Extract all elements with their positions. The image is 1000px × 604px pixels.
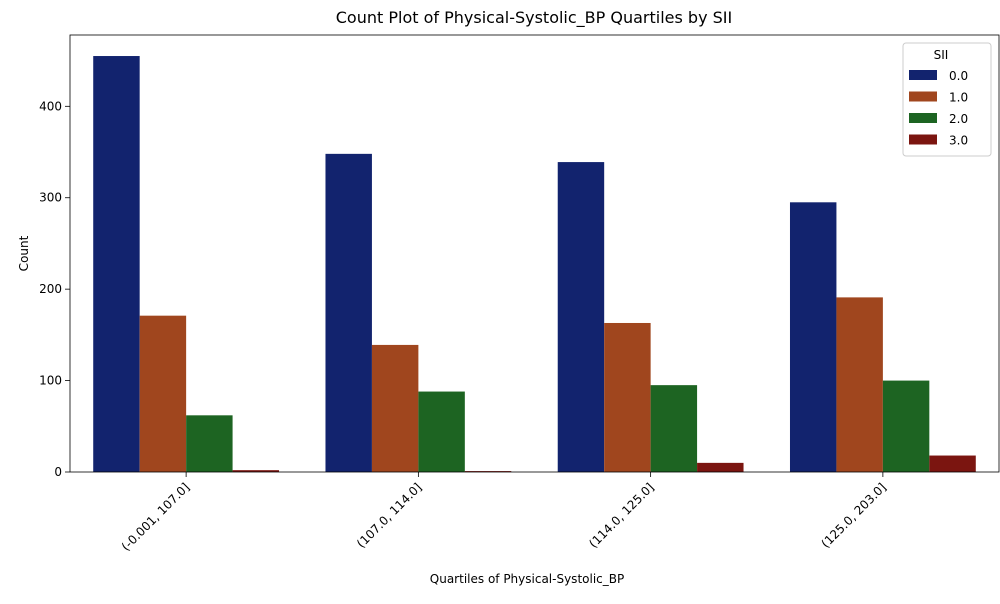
y-tick-label: 100 bbox=[39, 374, 62, 388]
bar-sii-2-0-cat-1 bbox=[418, 391, 465, 472]
y-axis: 0 100 200 300 400 bbox=[39, 99, 70, 479]
bar-sii-0-0-cat-3 bbox=[789, 202, 837, 473]
legend-label-3-0: 3.0 bbox=[949, 134, 968, 148]
legend-swatch-1-0 bbox=[909, 91, 937, 102]
bar-sii-0-0-cat-1 bbox=[325, 153, 372, 472]
legend-swatch-2-0 bbox=[909, 113, 937, 123]
legend-label-1-0: 1.0 bbox=[949, 91, 968, 105]
x-tick-label: (125.0, 203.0] bbox=[818, 480, 889, 551]
y-tick-label: 300 bbox=[39, 191, 62, 205]
bar-sii-0-0-cat-0 bbox=[93, 56, 140, 472]
y-tick-label: 0 bbox=[54, 465, 62, 479]
bar-sii-2-0-cat-0 bbox=[186, 415, 233, 472]
legend-title: SII bbox=[934, 48, 949, 62]
y-axis-label: Count bbox=[17, 235, 31, 271]
bar-sii-1-0-cat-2 bbox=[604, 322, 651, 472]
bar-sii-3-0-cat-3 bbox=[929, 455, 976, 472]
bar-sii-1-0-cat-1 bbox=[371, 344, 419, 472]
bar-sii-1-0-cat-0 bbox=[139, 315, 187, 472]
y-tick-label: 200 bbox=[39, 282, 62, 296]
x-tick-label: (114.0, 125.0] bbox=[586, 480, 657, 551]
x-axis: (-0.001, 107.0] (107.0, 114.0] (114.0, 125… bbox=[119, 472, 889, 554]
y-tick-label: 400 bbox=[39, 99, 62, 113]
bar-sii-2-0-cat-2 bbox=[650, 385, 698, 472]
x-axis-label: Quartiles of Physical-Systolic_BP bbox=[430, 572, 624, 586]
bar-sii-3-0-cat-0 bbox=[232, 470, 280, 472]
legend-label-0-0: 0.0 bbox=[949, 69, 968, 83]
bar-sii-1-0-cat-3 bbox=[836, 297, 883, 472]
x-tick-label: (107.0, 114.0] bbox=[354, 480, 425, 551]
legend-swatch-0-0 bbox=[909, 70, 937, 80]
bar-sii-3-0-cat-2 bbox=[697, 462, 744, 472]
legend-swatch-3-0 bbox=[909, 134, 937, 145]
chart-title: Count Plot of Physical-Systolic_BP Quart… bbox=[336, 8, 732, 28]
bars-group bbox=[93, 56, 976, 473]
bar-sii-3-0-cat-1 bbox=[464, 471, 512, 472]
bar-sii-0-0-cat-2 bbox=[557, 162, 605, 472]
plot-frame bbox=[69, 34, 1000, 473]
legend-label-2-0: 2.0 bbox=[949, 112, 968, 126]
x-tick-label: (-0.001, 107.0] bbox=[119, 480, 193, 554]
bar-sii-2-0-cat-3 bbox=[882, 380, 930, 472]
